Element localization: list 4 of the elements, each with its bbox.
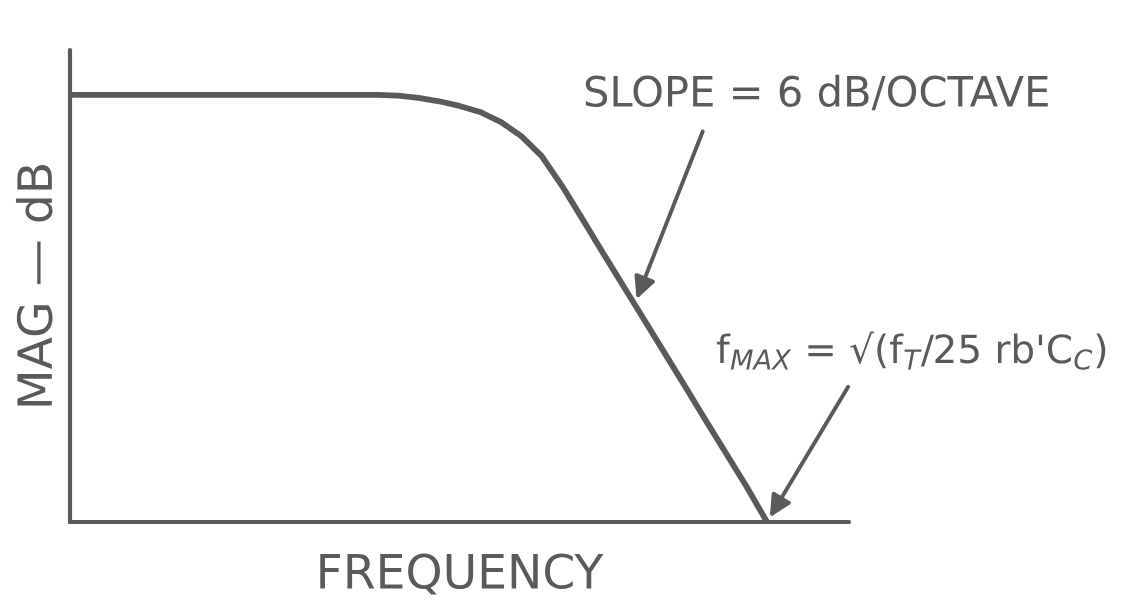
x-axis-title: FREQUENCY (320, 553, 604, 595)
annotation: f$_{MAX}$ = √(f$_{T}$/25 rb'C$_{C}$) (716, 331, 1106, 370)
annotation: SLOPE = 6 dB/OCTAVE (585, 74, 1048, 111)
y-axis-title: MAG — dB (15, 165, 53, 406)
